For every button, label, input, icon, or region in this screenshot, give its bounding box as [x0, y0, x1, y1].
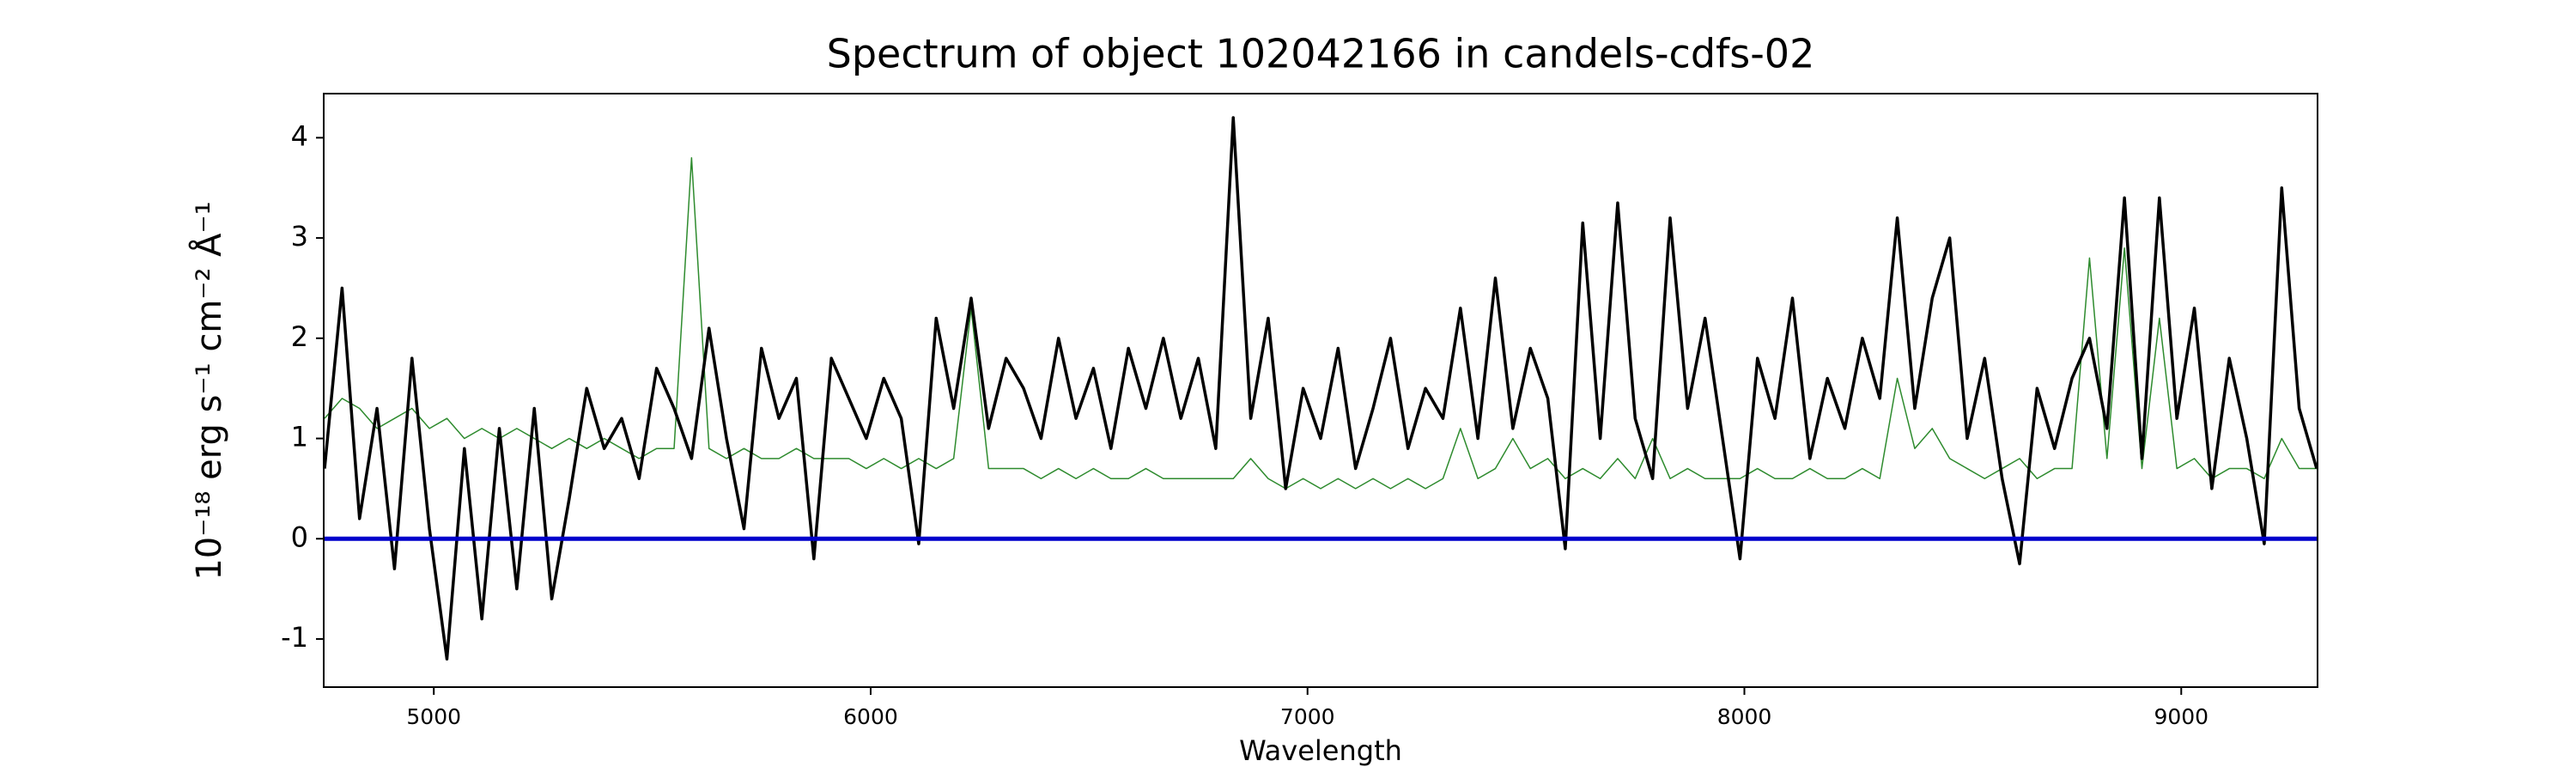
- x-tick-label: 5000: [406, 704, 461, 729]
- chart-title: Spectrum of object 102042166 in candels-…: [827, 31, 1815, 77]
- x-tick-label: 7000: [1280, 704, 1335, 729]
- plot-frame: [323, 93, 2318, 688]
- x-tick-label: 8000: [1717, 704, 1772, 729]
- x-tick-label: 9000: [2154, 704, 2208, 729]
- y-tick-label: 1: [291, 421, 308, 453]
- y-tick-label: -1: [281, 621, 308, 654]
- x-axis-label: Wavelength: [1239, 734, 1402, 767]
- y-tick-label: 3: [291, 220, 308, 253]
- y-tick-label: 0: [291, 520, 308, 553]
- y-tick-label: 4: [291, 119, 308, 152]
- spectrum-line: [324, 116, 2318, 661]
- y-axis-label: 10⁻¹⁸ erg s⁻¹ cm⁻² Å⁻¹: [188, 201, 229, 580]
- y-tick-label: 2: [291, 320, 308, 353]
- x-tick-label: 6000: [843, 704, 898, 729]
- spectrum-line: [324, 156, 2317, 490]
